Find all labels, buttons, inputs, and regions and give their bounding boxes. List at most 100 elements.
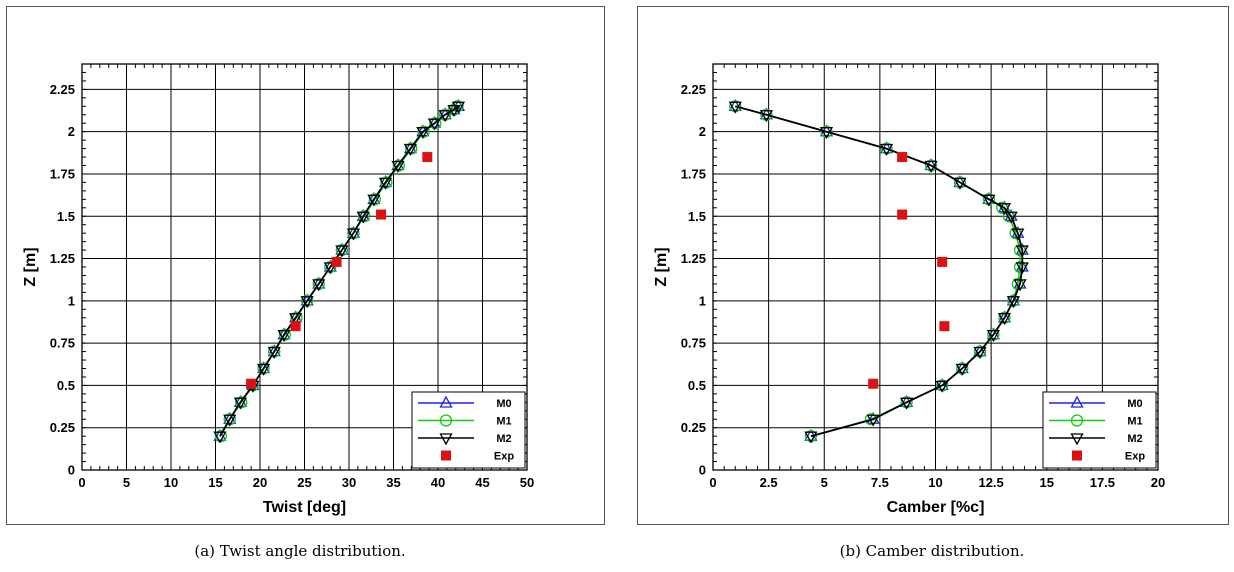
y-tick-label: 1.5: [688, 209, 706, 224]
legend-label: M1: [1127, 416, 1142, 428]
series-m1: [729, 100, 1027, 443]
data-point: [997, 310, 1012, 323]
data-point: [897, 152, 908, 163]
legend-label: M0: [496, 398, 511, 410]
series-m2: [728, 101, 1029, 444]
legend-label: Exp: [494, 451, 514, 463]
data-point: [233, 397, 248, 410]
x-tick-label: 40: [431, 475, 445, 490]
data-point: [378, 175, 393, 188]
data-point: [422, 152, 433, 163]
y-tick-label: 0.25: [681, 420, 706, 435]
data-point: [378, 177, 393, 190]
x-tick-label: 5: [821, 475, 828, 490]
figure-frame: [637, 6, 1229, 525]
data-point: [804, 431, 818, 444]
x-tick-label: 10: [928, 475, 942, 490]
y-tick-label: 1: [68, 293, 75, 308]
data-point: [213, 431, 227, 444]
legend-label: M0: [1127, 398, 1142, 410]
data-point: [367, 194, 381, 207]
y-tick-label: 1.75: [681, 166, 706, 181]
y-tick-label: 1.25: [50, 251, 75, 266]
data-point: [935, 378, 949, 391]
data-point: [391, 160, 405, 173]
y-tick-label: 2.25: [50, 82, 75, 97]
data-point: [866, 414, 880, 427]
data-point: [356, 208, 370, 221]
legend-marker: [1070, 433, 1084, 446]
data-point: [289, 313, 303, 326]
data-point: [403, 143, 418, 156]
series-exp: [246, 152, 433, 389]
data-point: [973, 346, 987, 359]
figure-frame: [6, 6, 605, 525]
data-point: [346, 225, 361, 238]
data-point: [939, 321, 950, 332]
x-tick-label: 50: [520, 475, 534, 490]
data-point: [290, 321, 301, 332]
data-point: [924, 160, 938, 173]
y-tick-label: 1.25: [681, 251, 706, 266]
data-point: [416, 127, 430, 140]
data-point: [1006, 293, 1020, 306]
legend-marker: [439, 414, 453, 427]
x-tick-label: 0: [709, 475, 716, 490]
data-point: [728, 101, 742, 114]
y-tick-label: 0: [699, 463, 706, 478]
data-point: [1013, 279, 1027, 292]
series-line: [735, 105, 1024, 438]
data-point: [899, 397, 914, 410]
series-line: [735, 105, 1024, 437]
data-point: [223, 411, 237, 424]
legend-marker: [1070, 414, 1084, 427]
x-tick-label: 5: [123, 475, 130, 490]
legend-box: [1042, 391, 1157, 469]
x-axis-title: Camber [%c]: [887, 499, 985, 516]
data-point: [246, 378, 257, 389]
data-point: [438, 110, 452, 123]
series-line: [219, 105, 460, 437]
data-point: [300, 296, 314, 309]
x-tick-label: 30: [342, 475, 356, 490]
data-point: [879, 143, 894, 156]
x-tick-label: 12.5: [978, 475, 1003, 490]
y-tick-label: 0.25: [50, 420, 75, 435]
x-tick-label: 7.5: [871, 475, 889, 490]
data-point: [335, 245, 349, 258]
data-point: [897, 209, 908, 220]
x-tick-label: 15: [1040, 475, 1054, 490]
data-point: [937, 256, 948, 267]
data-point: [427, 118, 442, 131]
data-point: [312, 276, 326, 289]
data-point: [312, 279, 326, 292]
data-point: [973, 344, 987, 357]
data-point: [267, 346, 281, 359]
x-tick-label: 20: [1151, 475, 1165, 490]
x-tick-label: 25: [297, 475, 311, 490]
y-tick-label: 0.5: [57, 378, 75, 393]
data-point: [277, 327, 291, 340]
legend-marker: [1072, 450, 1082, 461]
chart-twist: 0 5 10 15 20 25 30 35 40 45 50 0 0.25 0.5 0.75 1 1.25 1.5…: [6, 6, 605, 525]
data-point: [997, 203, 1012, 216]
legend: M0 M1 M2 Exp: [411, 391, 526, 469]
legend-box: [411, 391, 526, 469]
y-tick-label: 1.75: [50, 166, 75, 181]
data-point: [451, 101, 466, 114]
data-point: [356, 211, 370, 224]
legend-marker: [439, 433, 453, 446]
data-point: [256, 363, 271, 376]
data-point: [953, 177, 967, 190]
data-point: [346, 228, 361, 241]
y-tick-label: 2: [699, 124, 706, 139]
data-point: [300, 293, 314, 306]
y-tick-label: 0.75: [681, 336, 706, 351]
x-tick-label: 20: [253, 475, 267, 490]
plot-border: [712, 63, 1159, 471]
legend-label: M2: [496, 433, 511, 445]
legend-marker: [439, 395, 453, 408]
x-tick-label: 15: [208, 475, 222, 490]
figure-caption: (a) Twist angle distribution.: [194, 542, 405, 560]
